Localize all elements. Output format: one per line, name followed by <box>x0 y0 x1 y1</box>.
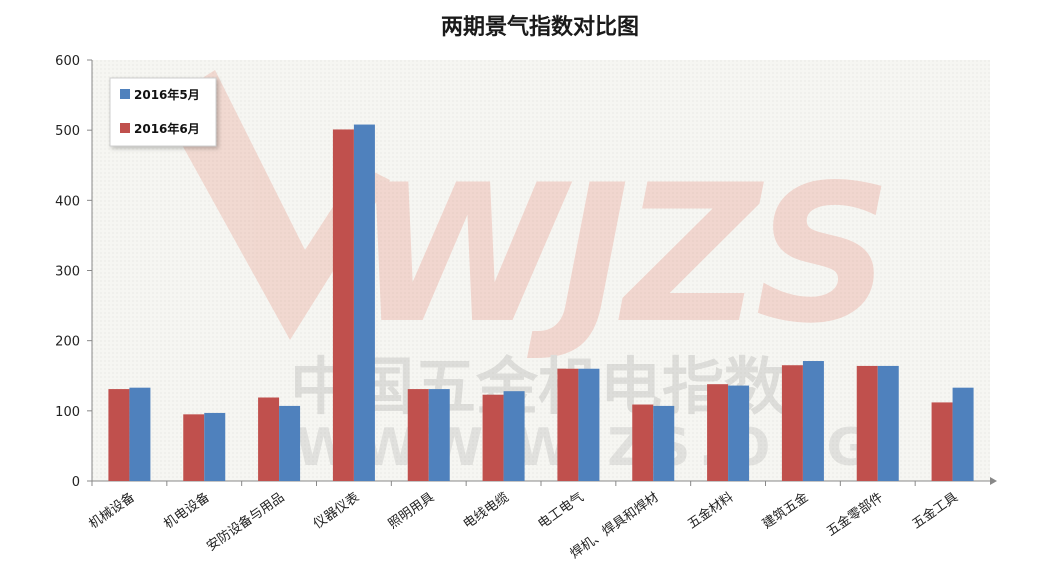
bar-2016-06 <box>781 365 803 481</box>
bar-2016-05 <box>428 389 450 481</box>
bar-2016-06 <box>707 384 729 481</box>
legend-label-june: 2016年6月 <box>134 121 200 136</box>
bar-2016-05 <box>952 387 974 481</box>
bar-2016-05 <box>204 412 226 481</box>
bar-2016-05 <box>279 405 301 481</box>
y-tick-label: 300 <box>55 265 80 280</box>
bars <box>108 124 974 481</box>
bar-2016-05 <box>578 368 600 481</box>
watermark-arrow <box>160 70 390 340</box>
bar-2016-05 <box>728 385 750 481</box>
bar-2016-06 <box>258 397 280 481</box>
x-tick-label: 照明用具 <box>386 490 437 532</box>
bar-2016-06 <box>183 414 205 481</box>
legend: 2016年5月 2016年6月 <box>109 77 217 147</box>
legend-swatch-may <box>120 89 130 99</box>
bar-2016-06 <box>407 389 429 481</box>
x-tick-label: 五金工具 <box>909 489 961 532</box>
bar-2016-06 <box>482 394 504 481</box>
y-tick-label: 200 <box>55 335 80 350</box>
y-tick-label: 600 <box>55 54 80 69</box>
bar-2016-06 <box>856 365 878 481</box>
watermark-letters: WJZS <box>355 144 886 365</box>
chart-title: 两期景气指数对比图 <box>441 14 639 40</box>
x-axis: 机械设备 机电设备安防设备与用品 仪器仪表 照明用具 电线电缆 电工电气焊机、焊具和焊材五… <box>86 477 997 562</box>
x-tick-label: 机电设备 <box>161 489 213 532</box>
plot-area <box>92 60 990 481</box>
bar-2016-06 <box>332 129 354 481</box>
y-axis: 0 100 200 300 400 500 600 <box>55 54 93 490</box>
y-tick-label: 400 <box>55 194 80 209</box>
legend-label-may: 2016年5月 <box>134 87 200 102</box>
x-tick-label: 电工电气 <box>535 489 587 532</box>
y-tick-label: 100 <box>55 405 80 420</box>
x-tick-label: 建筑五金 <box>759 489 811 532</box>
bar-2016-05 <box>129 387 151 481</box>
x-tick-label: 电线电缆 <box>460 489 512 532</box>
x-tick-label: 五金零部件 <box>824 489 886 539</box>
bar-2016-06 <box>108 389 130 481</box>
x-tick-label: 仪器仪表 <box>311 490 362 532</box>
x-tick-label: 机械设备 <box>86 489 138 532</box>
x-axis-arrow <box>990 477 997 485</box>
bar-2016-05 <box>653 405 675 481</box>
x-tick-label: 安防设备与用品 <box>204 489 288 554</box>
y-tick-label: 0 <box>72 475 80 490</box>
x-tick-label: 五金材料 <box>685 489 737 532</box>
bar-2016-05 <box>877 365 899 481</box>
bar-2016-05 <box>802 361 824 481</box>
bar-2016-05 <box>503 391 525 481</box>
bar-2016-06 <box>931 402 953 481</box>
bar-2016-06 <box>557 368 579 481</box>
bar-2016-06 <box>632 404 654 481</box>
legend-swatch-june <box>120 123 130 133</box>
y-tick-label: 500 <box>55 124 80 139</box>
bar-2016-05 <box>353 124 375 481</box>
